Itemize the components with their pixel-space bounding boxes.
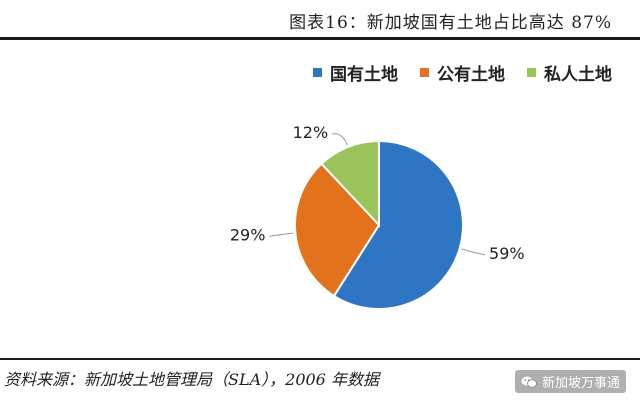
pie-slice-state-land — [332, 139, 464, 310]
legend-label-state-land: 国有土地 — [330, 65, 398, 85]
legend-marker-public-land — [420, 68, 429, 77]
leader-line-private-land — [332, 133, 348, 146]
data-label-private-land: 12% — [293, 123, 329, 142]
pie-slice-public-land — [294, 162, 381, 298]
legend-label-private-land: 私人土地 — [544, 65, 612, 85]
data-label-state-land: 59% — [489, 244, 525, 263]
data-label-public-land: 29% — [230, 225, 266, 244]
pie-slice-private-land — [320, 139, 380, 228]
leader-line-state-land — [461, 248, 486, 256]
legend-item-state-land: 国有土地 — [313, 60, 398, 85]
footer-rule — [0, 358, 640, 360]
legend: 国有土地 公有土地 私人土地 — [291, 60, 612, 85]
legend-item-public-land: 公有土地 — [420, 60, 505, 85]
legend-marker-state-land — [313, 68, 322, 77]
watermark-text: 新加坡万事通 — [541, 376, 620, 391]
header-rule — [0, 37, 640, 40]
source-note: 资料来源：新加坡土地管理局（SLA），2006 年数据 — [4, 370, 379, 389]
watermark-badge: 新加坡万事通 — [514, 370, 626, 393]
legend-label-public-land: 公有土地 — [437, 65, 505, 85]
chart-title: 图表16：新加坡国有土地占比高达 87% — [289, 13, 612, 33]
pie-chart: 59% 29% 12% — [230, 123, 525, 310]
legend-marker-private-land — [527, 68, 536, 77]
wechat-icon — [521, 376, 537, 388]
leader-line-public-land — [269, 232, 294, 237]
legend-item-private-land: 私人土地 — [527, 60, 612, 85]
